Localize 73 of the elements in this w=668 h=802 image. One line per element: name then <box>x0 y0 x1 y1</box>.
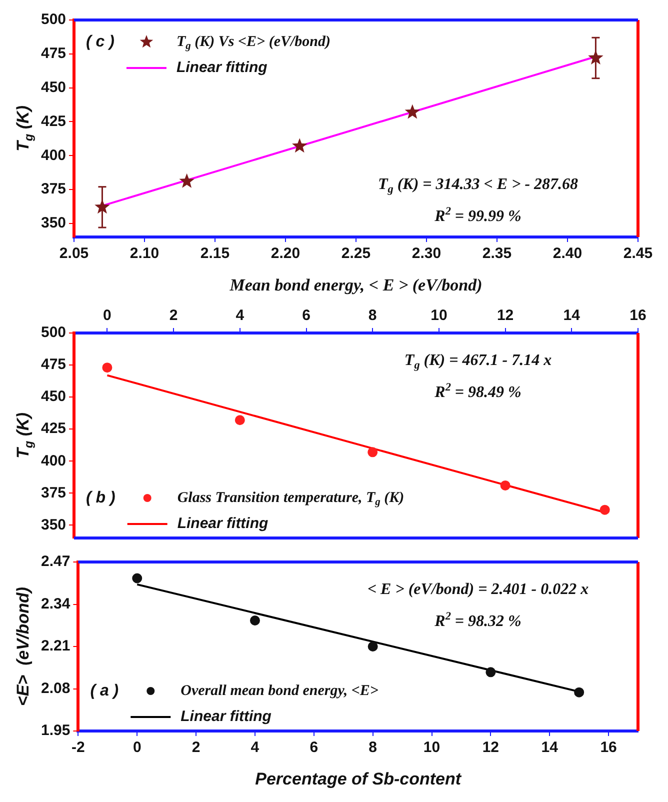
x-tick-label: 2.05 <box>59 245 89 262</box>
y-tick-label: 2.08 <box>40 680 70 697</box>
x-tick-label: 10 <box>430 307 448 324</box>
point <box>574 687 584 698</box>
point <box>368 447 378 458</box>
x-tick-label: 0 <box>103 307 112 324</box>
x-tick-label: 0 <box>132 739 142 756</box>
legend-label: Linear fitting <box>177 515 268 532</box>
annotation: < E > (eV/bond) = 2.401 - 0.022 x <box>367 581 589 598</box>
y-tick-label: 350 <box>40 214 66 232</box>
legend-label: Linear fitting <box>180 708 272 726</box>
y-tick-label: 475 <box>40 45 66 62</box>
annotation: ( b ) <box>86 489 116 506</box>
annotation: ( a ) <box>90 682 119 700</box>
x-tick-label: 10 <box>423 739 440 756</box>
x-tick-label: 12 <box>482 739 500 756</box>
x-axis-title: Percentage of Sb-content <box>255 770 462 789</box>
x-tick-label: 2.30 <box>412 245 442 262</box>
y-tick-label: 375 <box>40 180 66 198</box>
legend-label: Overall mean bond energy, <E> <box>180 682 379 699</box>
x-tick-label: 16 <box>630 307 646 324</box>
x-tick-label: 16 <box>600 739 617 756</box>
x-tick-label: 2 <box>169 307 178 324</box>
point <box>234 415 245 426</box>
x-tick-label: 14 <box>563 307 581 324</box>
legend-label: Linear fitting <box>176 59 268 76</box>
x-tick-label: 6 <box>302 307 310 324</box>
y-tick-label: 425 <box>40 420 66 438</box>
x-tick-label: 2.35 <box>482 245 512 262</box>
x-tick-label: 6 <box>310 739 318 756</box>
point <box>132 573 142 584</box>
x-tick-label: 2.40 <box>552 245 582 262</box>
x-tick-label: 2.15 <box>200 245 230 262</box>
x-tick-label: 2.25 <box>341 245 371 262</box>
point <box>368 642 378 652</box>
y-tick-label: 475 <box>40 356 66 374</box>
x-tick-label: 2.20 <box>270 245 300 262</box>
y-axis-title: Tg (K) <box>14 412 36 458</box>
x-tick-label: 12 <box>496 307 514 324</box>
x-axis-title: Mean bond energy, < E > (eV/bond) <box>228 275 482 294</box>
x-tick-label: 2.45 <box>623 245 653 262</box>
point <box>102 362 112 373</box>
x-tick-label: 8 <box>368 307 377 324</box>
y-axis-title: Tg (K) <box>14 105 36 152</box>
x-tick-label: -2 <box>72 739 85 756</box>
point <box>179 173 194 188</box>
y-tick-label: 450 <box>40 388 66 406</box>
y-tick-label: 500 <box>40 11 66 28</box>
point <box>250 616 260 626</box>
point <box>404 104 420 119</box>
point <box>486 667 496 678</box>
y-axis-title: <E> (eV/bond) <box>14 586 33 706</box>
point <box>600 504 610 515</box>
x-tick-label: 8 <box>368 739 377 756</box>
y-tick-label: 2.34 <box>40 595 71 612</box>
y-tick-label: 2.21 <box>40 638 70 655</box>
y-tick-label: 450 <box>40 78 66 96</box>
y-tick-label: 375 <box>40 484 66 502</box>
x-tick-label: 2.10 <box>130 245 160 262</box>
annotation: ( c ) <box>86 33 114 50</box>
y-tick-label: 2.47 <box>40 553 70 570</box>
x-tick-label: 4 <box>250 739 260 756</box>
y-tick-label: 350 <box>40 516 66 534</box>
x-tick-label: 4 <box>236 307 245 324</box>
y-tick-label: 500 <box>40 324 66 342</box>
y-tick-label: 425 <box>40 112 66 130</box>
point <box>292 138 308 153</box>
x-tick-label: 14 <box>541 739 559 756</box>
y-tick-label: 400 <box>40 452 66 470</box>
x-tick-label: 2 <box>192 739 200 756</box>
y-tick-label: 400 <box>40 146 66 164</box>
y-tick-label: 1.95 <box>40 722 70 740</box>
point <box>500 480 510 490</box>
